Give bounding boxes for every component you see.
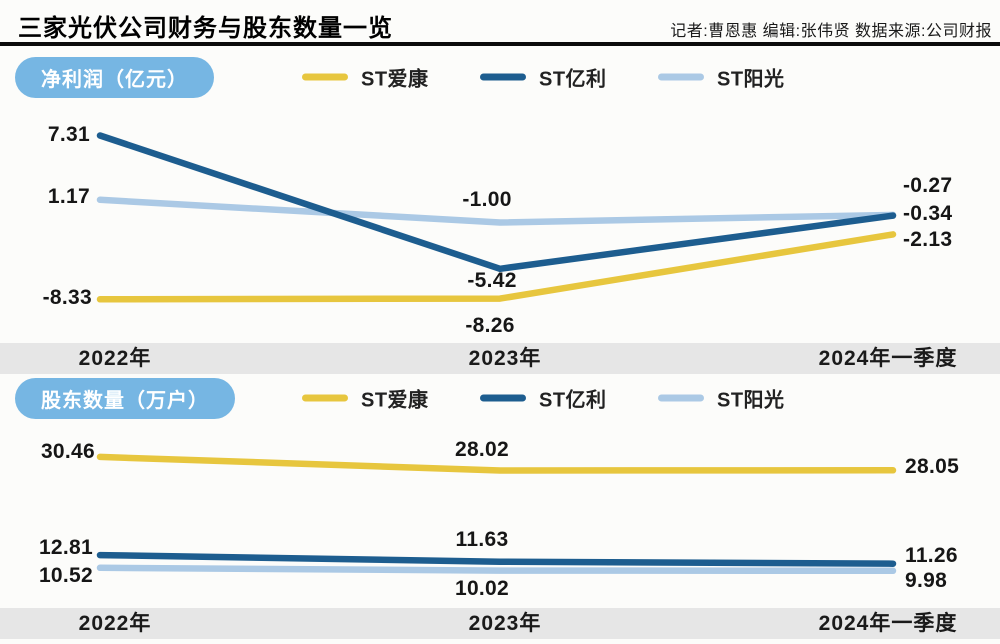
series-line-ST爱康 bbox=[96, 231, 897, 303]
legend-item-st-aikang: ST爱康 bbox=[302, 63, 429, 92]
shareholders-line-chart bbox=[96, 453, 897, 575]
label-sh-yili-2022: 12.81 bbox=[38, 536, 93, 559]
legend-label-st-yili: ST亿利 bbox=[539, 68, 607, 91]
legend-swatch-st-aikang bbox=[302, 73, 348, 81]
net-profit-title-pill: 净利润（亿元） bbox=[15, 57, 214, 98]
legend-item-st-yangguang: ST阳光 bbox=[658, 384, 785, 413]
legend-label-st-aikang: ST爱康 bbox=[361, 389, 429, 412]
label-np-yangguang-2023: -1.00 bbox=[462, 188, 512, 211]
x-tick-2023: 2023年 bbox=[468, 612, 542, 635]
label-np-yili-2023: -5.42 bbox=[467, 269, 517, 292]
page-title: 三家光伏公司财务与股东数量一览 bbox=[18, 15, 393, 42]
series-line-ST阳光 bbox=[96, 564, 897, 575]
label-np-aikang-2022: -8.33 bbox=[42, 286, 92, 309]
label-np-yangguang-2022: 1.17 bbox=[47, 185, 90, 208]
legend-swatch-st-yili bbox=[480, 73, 526, 81]
series-line-ST亿利 bbox=[96, 551, 897, 567]
x-tick-2024-q1: 2024年一季度 bbox=[818, 347, 958, 370]
series-line-ST阳光 bbox=[96, 196, 897, 226]
shareholders-x-axis: 2022年 2023年 2024年一季度 bbox=[0, 608, 1000, 639]
x-tick-2024-q1: 2024年一季度 bbox=[818, 612, 958, 635]
x-tick-2022: 2022年 bbox=[78, 347, 152, 370]
label-np-yili-2024: -0.34 bbox=[903, 202, 953, 225]
legend-item-st-yili: ST亿利 bbox=[480, 384, 607, 413]
series-line-ST爱康 bbox=[96, 453, 897, 474]
legend-label-st-yangguang: ST阳光 bbox=[717, 389, 785, 412]
label-sh-aikang-2024: 28.05 bbox=[905, 455, 960, 478]
title-divider bbox=[0, 42, 1000, 46]
net-profit-line-chart bbox=[96, 132, 897, 303]
legend-label-st-yangguang: ST阳光 bbox=[717, 68, 785, 91]
legend-item-st-yangguang: ST阳光 bbox=[658, 63, 785, 92]
label-sh-aikang-2022: 30.46 bbox=[40, 440, 95, 463]
legend-swatch-st-aikang bbox=[302, 394, 348, 402]
label-sh-yangguang-2022: 10.52 bbox=[38, 564, 93, 587]
label-np-yangguang-2024: -0.27 bbox=[903, 174, 953, 197]
label-sh-aikang-2023: 28.02 bbox=[454, 438, 510, 461]
legend-swatch-st-yangguang bbox=[658, 394, 704, 402]
label-sh-yili-2023: 11.63 bbox=[455, 528, 509, 551]
label-np-yili-2022: 7.31 bbox=[47, 123, 90, 146]
net-profit-x-axis: 2022年 2023年 2024年一季度 bbox=[0, 343, 1000, 374]
series-line-ST亿利 bbox=[96, 132, 897, 273]
legend-swatch-st-yangguang bbox=[658, 73, 704, 81]
legend-swatch-st-yili bbox=[480, 394, 526, 402]
label-np-aikang-2024: -2.13 bbox=[903, 228, 953, 251]
label-sh-yili-2024: 11.26 bbox=[905, 544, 958, 567]
legend-label-st-aikang: ST爱康 bbox=[361, 68, 429, 91]
legend-label-st-yili: ST亿利 bbox=[539, 389, 607, 412]
x-tick-2022: 2022年 bbox=[78, 612, 152, 635]
credits-line: 记者:曹恩惠 编辑:张伟贤 数据来源:公司财报 bbox=[670, 23, 992, 40]
label-sh-yangguang-2023: 10.02 bbox=[454, 577, 510, 600]
label-sh-yangguang-2024: 9.98 bbox=[905, 569, 948, 592]
legend-item-st-yili: ST亿利 bbox=[480, 63, 607, 92]
legend-item-st-aikang: ST爱康 bbox=[302, 384, 429, 413]
x-tick-2023: 2023年 bbox=[468, 347, 542, 370]
label-np-aikang-2023: -8.26 bbox=[465, 314, 515, 337]
shareholders-title-pill: 股东数量（万户） bbox=[15, 378, 235, 419]
